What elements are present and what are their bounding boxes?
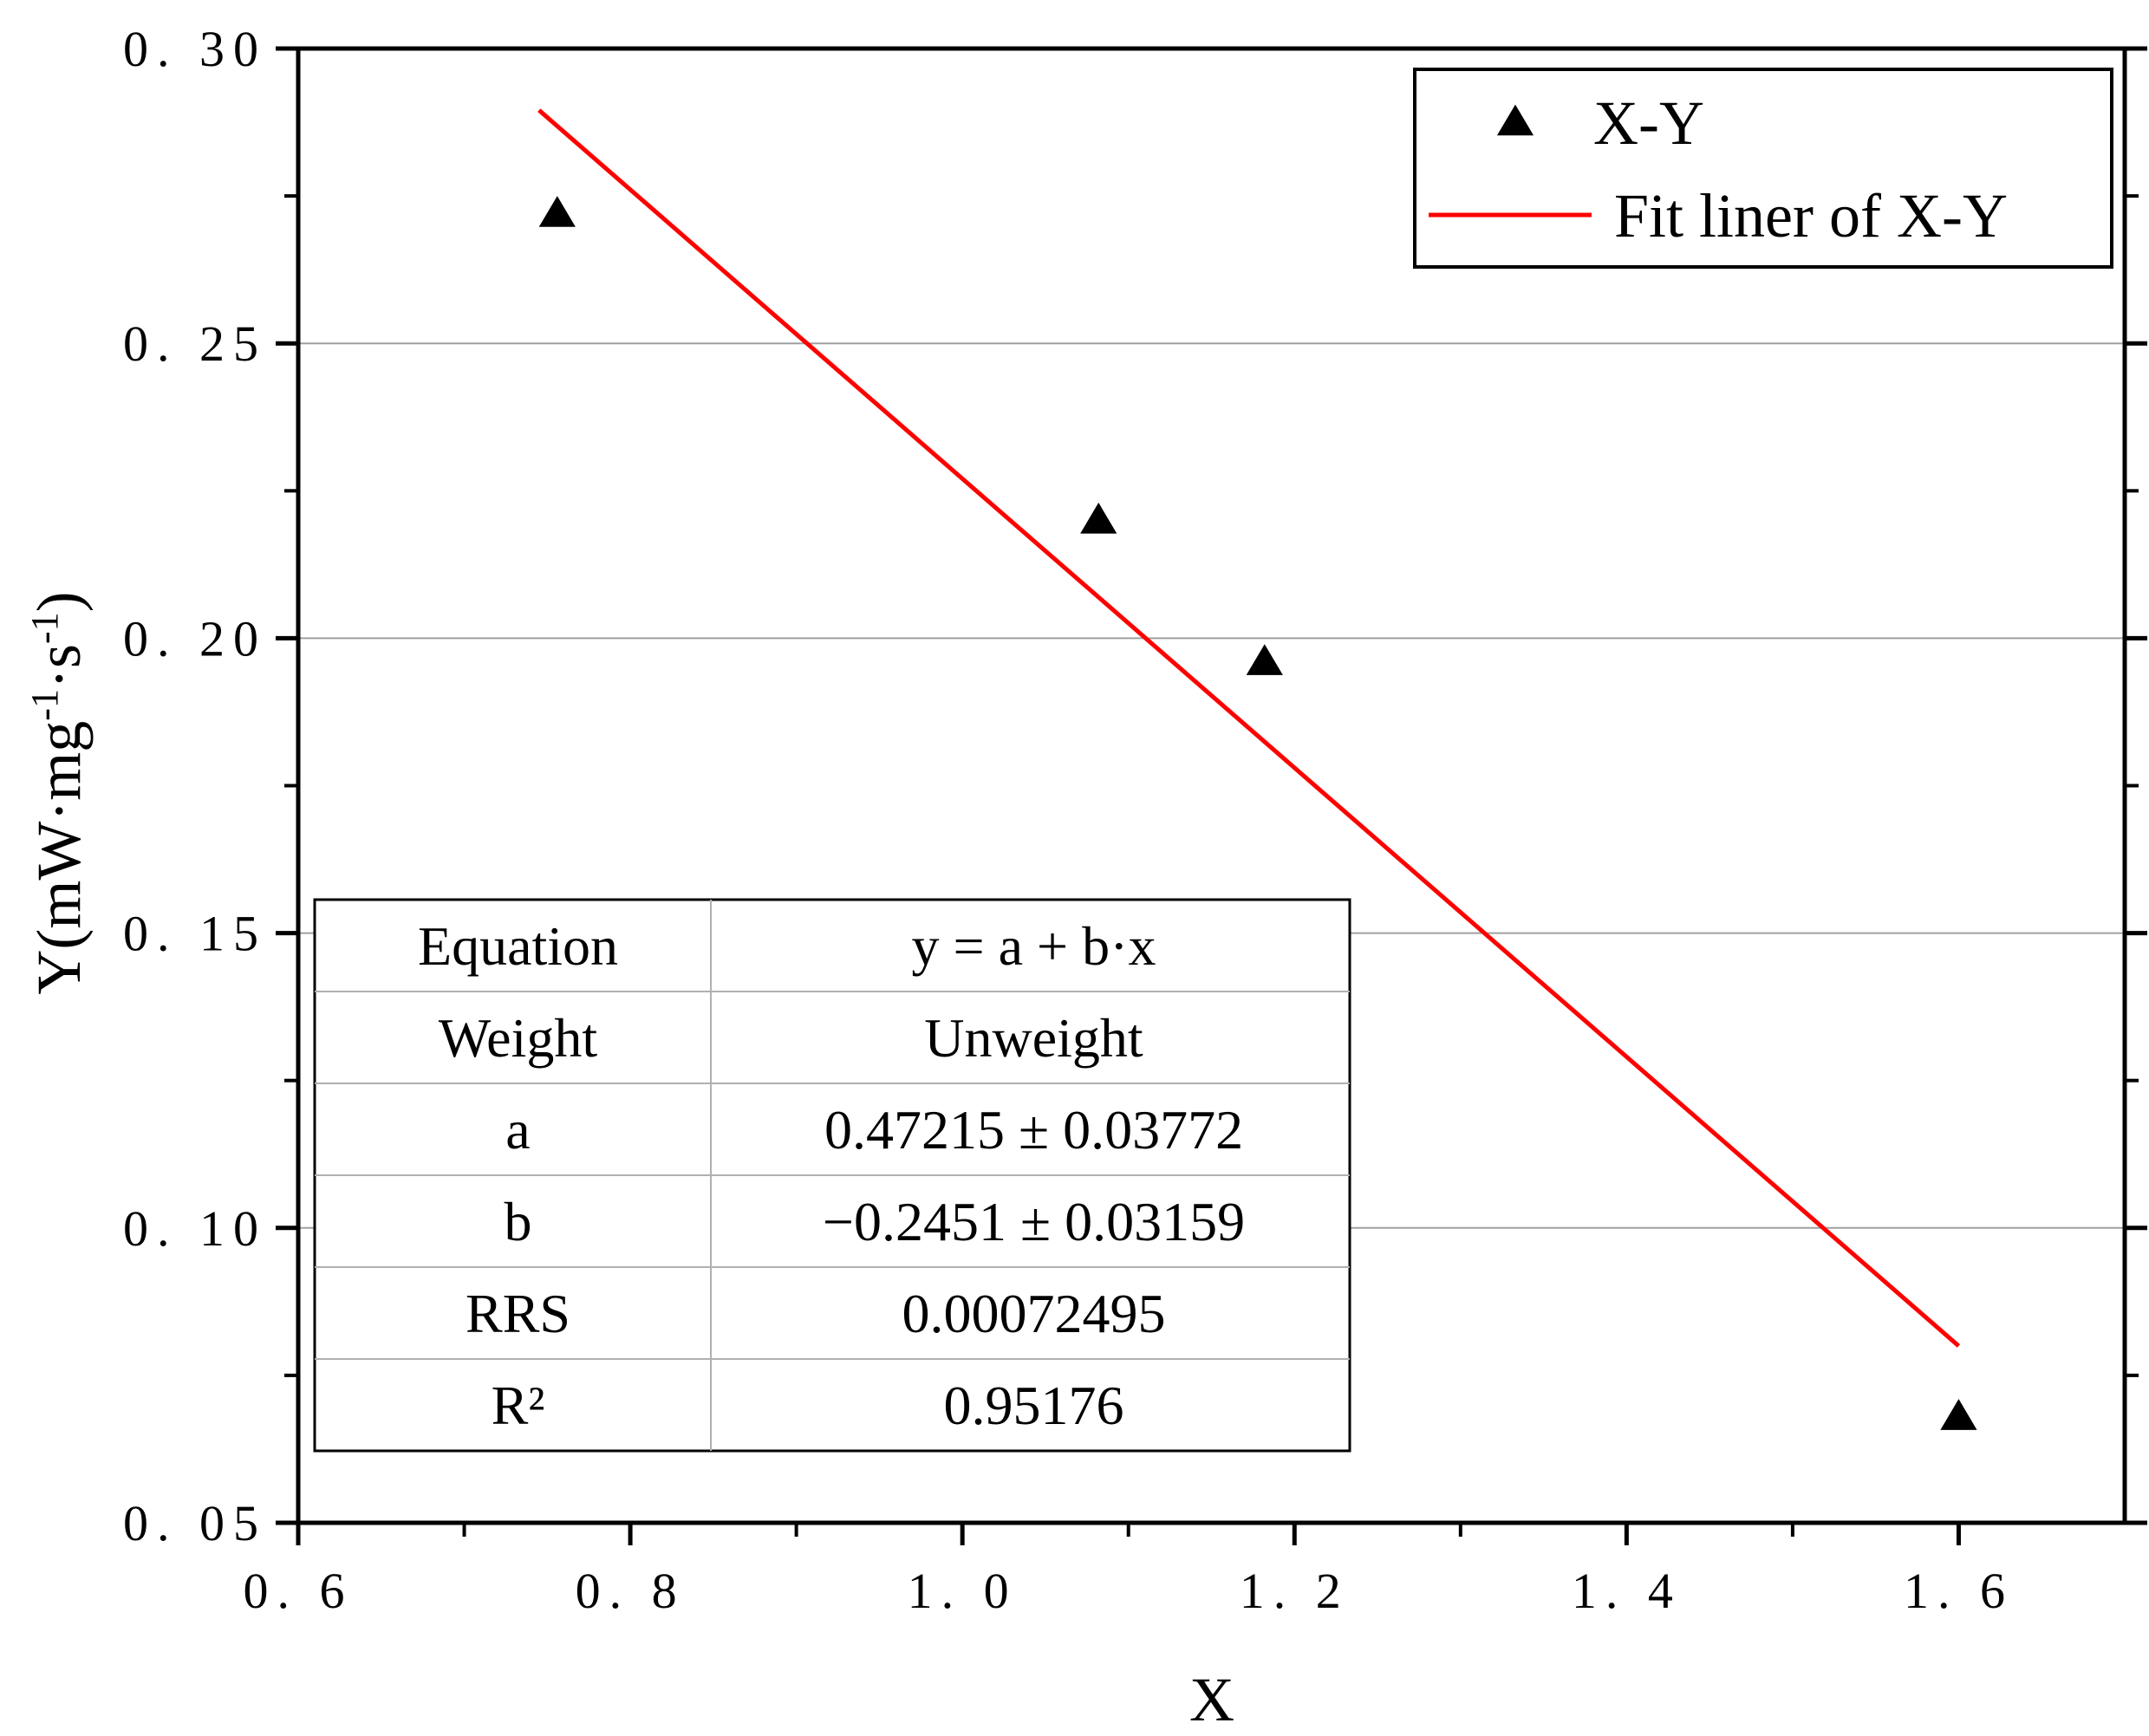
fit-table-key: RRS	[466, 1283, 570, 1344]
y-tick-label: 0. 05	[123, 1495, 267, 1551]
fit-line-layer	[537, 108, 1961, 1348]
x-tick-label: 1. 6	[1904, 1563, 2014, 1619]
legend-marker-triangle	[1496, 104, 1534, 136]
fit-table-key: b	[505, 1191, 532, 1252]
svg-text:Y(mW·mg-1·s-1): Y(mW·mg-1·s-1)	[23, 591, 94, 994]
legend-label-scatter: X-Y	[1593, 88, 1704, 158]
y-tick-label: 0. 20	[123, 610, 267, 666]
y-axis-title-end: )	[24, 591, 94, 612]
fit-table-key: R²	[492, 1375, 545, 1436]
fit-table: Equation y = a + b·x Weight Unweight a 0.4721…	[313, 898, 1351, 1453]
fit-line	[537, 108, 1961, 1348]
fit-table-key: Weight	[439, 1007, 597, 1069]
fit-table-value: 0.95176	[944, 1375, 1124, 1436]
y-axis-title-base: Y(mW·mg	[24, 721, 94, 995]
x-tick-label: 1. 4	[1572, 1563, 1682, 1619]
x-tick-label: 0. 8	[576, 1563, 686, 1619]
data-points-layer	[538, 196, 1977, 1430]
data-point	[1940, 1399, 1977, 1430]
x-tick-label: 0. 6	[244, 1563, 354, 1619]
data-point	[538, 196, 576, 227]
y-axis-title: Y(mW·mg-1·s-1)	[23, 591, 94, 994]
y-axis-title-mid: ·s	[24, 644, 94, 689]
legend: X-Y Fit liner of X-Y	[1413, 68, 2113, 269]
ticks-layer: 0. 05 0. 10 0. 15 0. 20 0. 25 0. 30 0. 6 0. 8 1.…	[123, 21, 2147, 1619]
legend-box	[1413, 68, 2113, 269]
y-tick-label: 0. 15	[123, 906, 267, 962]
fit-table-value: −0.2451 ± 0.03159	[823, 1191, 1245, 1252]
fit-table-value: 0.00072495	[902, 1283, 1166, 1344]
y-axis-title-exp1: -1	[23, 689, 66, 721]
y-axis-title-exp2: -1	[23, 612, 66, 644]
fit-table-value: 0.47215 ± 0.03772	[824, 1099, 1243, 1161]
fit-table-key: a	[505, 1099, 530, 1161]
x-axis-title: X	[1189, 1665, 1234, 1732]
y-tick-label: 0. 30	[123, 21, 267, 77]
y-tick-label: 0. 25	[123, 315, 267, 372]
y-tick-label: 0. 10	[123, 1200, 267, 1257]
fit-table-value: y = a + b·x	[912, 915, 1156, 977]
fit-table-value: Unweight	[924, 1007, 1143, 1069]
legend-label-fit: Fit liner of X-Y	[1614, 181, 2008, 250]
data-point	[1080, 502, 1117, 534]
x-tick-label: 1. 2	[1240, 1563, 1350, 1619]
x-tick-label: 1. 0	[908, 1563, 1018, 1619]
data-point	[1246, 644, 1283, 675]
fit-table-key: Equation	[418, 915, 618, 977]
